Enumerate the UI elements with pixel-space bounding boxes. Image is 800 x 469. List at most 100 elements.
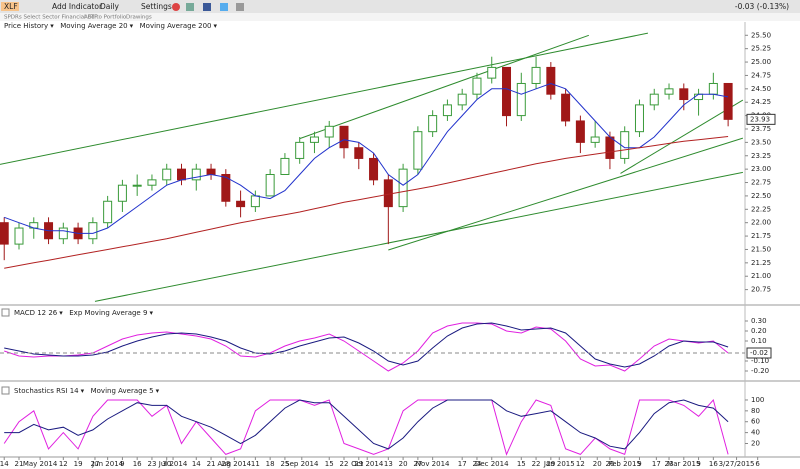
y-tick-label: 40 (751, 429, 760, 437)
candle-body (206, 168, 216, 175)
x-tick-label: 23 (665, 460, 674, 468)
candle-body (516, 82, 526, 117)
candle-body (177, 168, 187, 181)
candle-body (280, 157, 290, 175)
y-tick-label: 25.25 (751, 45, 771, 53)
plot (4, 322, 729, 372)
y-tick-label: 22.50 (751, 192, 771, 200)
candle-body (236, 200, 246, 208)
x-tick-label: 19 (74, 460, 83, 468)
candle-body (250, 195, 260, 208)
candle-body (132, 184, 142, 187)
x-tick-label: 11 (251, 460, 260, 468)
x-tick-label: 30 (162, 460, 171, 468)
candle-body (649, 93, 659, 106)
y-tick-label: 21.50 (751, 245, 771, 253)
line (4, 322, 729, 368)
y-tick-label: 25.50 (751, 31, 771, 39)
x-tick-label: 14 (0, 460, 9, 468)
y-tick-label: 21.00 (751, 272, 771, 280)
y-tick-label: 0.10 (751, 337, 767, 345)
x-tick-label: 22 (532, 460, 541, 468)
y-tick-label: 24.25 (751, 98, 771, 106)
legend-caret: ▾ (130, 22, 134, 30)
y-tick-label: 21.25 (751, 259, 771, 267)
candle-body (398, 168, 408, 208)
close-button[interactable] (1, 386, 10, 395)
x-tick-label: 27 (91, 460, 100, 468)
icon[interactable] (220, 3, 228, 11)
legend-entry: Price History (4, 22, 48, 30)
x-tick-label: Nov 2014 (416, 460, 450, 468)
icon[interactable] (186, 3, 194, 11)
x-tick-label: Sep 2014 (285, 460, 319, 468)
legend-entry: Stochastics RSI 14 (14, 387, 79, 395)
x-tick-label: May 2014 (23, 460, 58, 468)
last-price-box (746, 113, 776, 125)
y-tick-label: 80 (751, 407, 760, 415)
symbol-box[interactable] (1, 2, 19, 11)
x-tick-label: 20 (593, 460, 602, 468)
drawings[interactable]: Drawings (126, 15, 152, 21)
line (4, 82, 729, 234)
line (3, 398, 729, 456)
icon[interactable] (172, 3, 180, 11)
close-button[interactable] (1, 308, 10, 317)
x-tick-label: 21 (207, 460, 216, 468)
y-tick-label: 22.00 (751, 219, 771, 227)
candle-body (708, 82, 718, 95)
y-tick-label: 23.00 (751, 165, 771, 173)
y-tick-label: 20 (751, 439, 760, 447)
interval[interactable]: Daily (100, 2, 120, 11)
x-tick-label: 22 (340, 460, 349, 468)
y-tick-label: 22.25 (751, 205, 771, 213)
x-tick-label: 21 (15, 460, 24, 468)
toolbar-icons[interactable] (172, 3, 244, 11)
symbol[interactable]: XLF (4, 2, 18, 11)
candle-body (605, 136, 615, 159)
candle-body (634, 104, 644, 133)
add-indicator[interactable]: Add Indicator (52, 2, 103, 11)
line (4, 399, 729, 450)
candle-body (472, 77, 482, 95)
x-tick-label: Aug 2014 (217, 460, 251, 468)
x-tick-label: Dec 2014 (475, 460, 509, 468)
candle-body (383, 179, 393, 208)
candle-body (561, 93, 571, 122)
candle-body (369, 157, 379, 181)
candle-body (679, 88, 689, 101)
x-tick-label: 17 (458, 460, 467, 468)
candle-body (531, 66, 541, 84)
toolbar (0, 0, 800, 13)
x-tick-label: 29 (354, 460, 363, 468)
icon[interactable] (203, 3, 211, 11)
settings[interactable]: Settings (141, 2, 172, 11)
y-tick-label: 24.50 (751, 85, 771, 93)
x-tick-label: 17 (652, 460, 661, 468)
candle-body (265, 173, 275, 197)
x-tick-label: 12 (59, 460, 68, 468)
candle-body (162, 168, 172, 181)
add-portfolio[interactable]: Add to Portfolio (84, 15, 127, 21)
candle-body (324, 125, 334, 138)
icon[interactable] (236, 3, 244, 11)
x-tick-label: 12 (576, 460, 585, 468)
plot (3, 398, 729, 456)
candle-body (221, 173, 231, 202)
legend-entry: Moving Average 200 (140, 22, 212, 30)
candle-body (546, 66, 556, 95)
legend-caret: ▾ (81, 387, 85, 395)
candle-body (487, 66, 497, 79)
x-tick-label: Mar 2015 (667, 460, 700, 468)
x-tick-label: Jul 2014 (158, 460, 188, 468)
candle-body (339, 125, 349, 149)
legend-caret: ▾ (149, 309, 153, 317)
x-tick-label: Jun 2014 (91, 460, 124, 468)
legend-entry: MACD 12 26 (14, 309, 58, 317)
trendline (388, 137, 744, 251)
legend-caret: ▾ (156, 387, 160, 395)
candle-body (413, 131, 423, 170)
y-tick-label: 22.75 (751, 179, 771, 187)
x-tick-label: 16 (709, 460, 718, 468)
